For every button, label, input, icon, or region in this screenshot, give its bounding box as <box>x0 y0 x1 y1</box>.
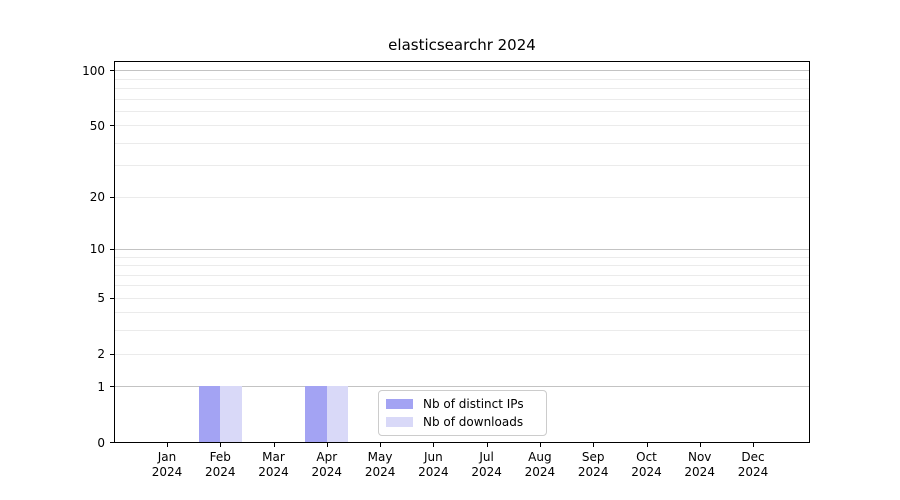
x-axis-tick <box>433 442 435 447</box>
x-tick-label: Apr 2024 <box>311 450 343 479</box>
gridline-minor <box>115 196 809 198</box>
x-axis-tick <box>539 442 541 447</box>
gridline-minor <box>115 312 809 314</box>
x-axis-tick <box>646 442 648 447</box>
x-tick-label: Jun 2024 <box>418 450 449 479</box>
x-tick-label: Oct 2024 <box>631 450 662 479</box>
gridline-minor <box>115 165 809 167</box>
gridline-minor <box>115 78 809 80</box>
legend-label-distinct-ips: Nb of distinct IPs <box>423 397 524 411</box>
legend-row-downloads: Nb of downloads <box>386 415 538 429</box>
y-axis-tick <box>110 386 114 388</box>
gridline-minor <box>115 274 809 276</box>
x-tick-label: Jul 2024 <box>471 450 502 479</box>
gridline-minor <box>115 256 809 258</box>
x-axis-tick <box>753 442 754 447</box>
x-axis-tick <box>699 442 701 447</box>
y-axis-tick <box>110 248 114 250</box>
x-tick-label: Sep 2024 <box>577 450 609 479</box>
legend: Nb of distinct IPs Nb of downloads <box>378 390 547 436</box>
gridline-minor <box>115 353 809 355</box>
bar-apr-downloads <box>326 386 349 442</box>
y-axis-tick <box>110 297 114 299</box>
gridline-minor <box>115 265 809 266</box>
legend-row-distinct-ips: Nb of distinct IPs <box>386 397 538 411</box>
y-tick-label: 1 <box>97 379 105 394</box>
x-tick-label: Jan 2024 <box>151 450 183 479</box>
x-axis-tick <box>593 442 595 447</box>
legend-swatch-downloads <box>386 417 413 427</box>
bar-apr-distinct-ips <box>305 386 327 442</box>
gridline-major <box>115 248 809 250</box>
gridline-major <box>115 386 809 388</box>
legend-label-downloads: Nb of downloads <box>423 415 524 429</box>
gridline-minor <box>115 142 809 144</box>
chart-title: elasticsearchr 2024 <box>388 36 536 54</box>
bar-feb-distinct-ips <box>198 386 221 442</box>
gridline-minor <box>115 88 809 90</box>
gridline-major <box>115 70 809 72</box>
x-axis-tick <box>326 442 328 447</box>
y-tick-label: 5 <box>97 291 105 306</box>
x-tick-label: Feb 2024 <box>205 450 236 479</box>
gridline-minor <box>115 110 809 112</box>
y-tick-label: 50 <box>89 118 105 133</box>
x-tick-label: Aug 2024 <box>524 450 556 479</box>
x-axis-tick <box>220 442 222 447</box>
x-tick-label: Mar 2024 <box>258 450 289 479</box>
x-tick-label: Nov 2024 <box>684 450 715 479</box>
y-tick-label: 2 <box>97 347 105 361</box>
x-axis-tick <box>380 442 382 447</box>
gridline-minor <box>115 285 809 287</box>
gridline-minor <box>115 98 809 100</box>
legend-swatch-distinct-ips <box>386 399 413 409</box>
x-axis-tick <box>167 442 168 447</box>
y-tick-label: 100 <box>82 63 105 78</box>
x-axis-tick <box>486 442 488 447</box>
gridline-minor <box>115 330 809 332</box>
y-tick-label: 0 <box>97 435 105 450</box>
y-axis-tick <box>110 442 114 443</box>
plot-area: 0 1 2 5 10 20 50 100 Jan 2024 Feb 2024 Mar 2024 Apr… <box>82 61 810 479</box>
x-tick-label: Dec 2024 <box>737 450 769 479</box>
x-axis-tick <box>273 442 275 447</box>
y-axis-tick <box>110 125 114 127</box>
gridline-minor <box>115 297 809 299</box>
y-axis-tick <box>110 353 114 355</box>
y-axis-tick <box>110 70 114 72</box>
y-axis-tick <box>110 196 114 198</box>
y-tick-label: 20 <box>89 190 105 205</box>
bar-feb-downloads <box>220 386 242 442</box>
gridline-minor <box>115 125 809 127</box>
x-tick-label: May 2024 <box>364 450 396 479</box>
y-tick-label: 10 <box>89 242 105 257</box>
